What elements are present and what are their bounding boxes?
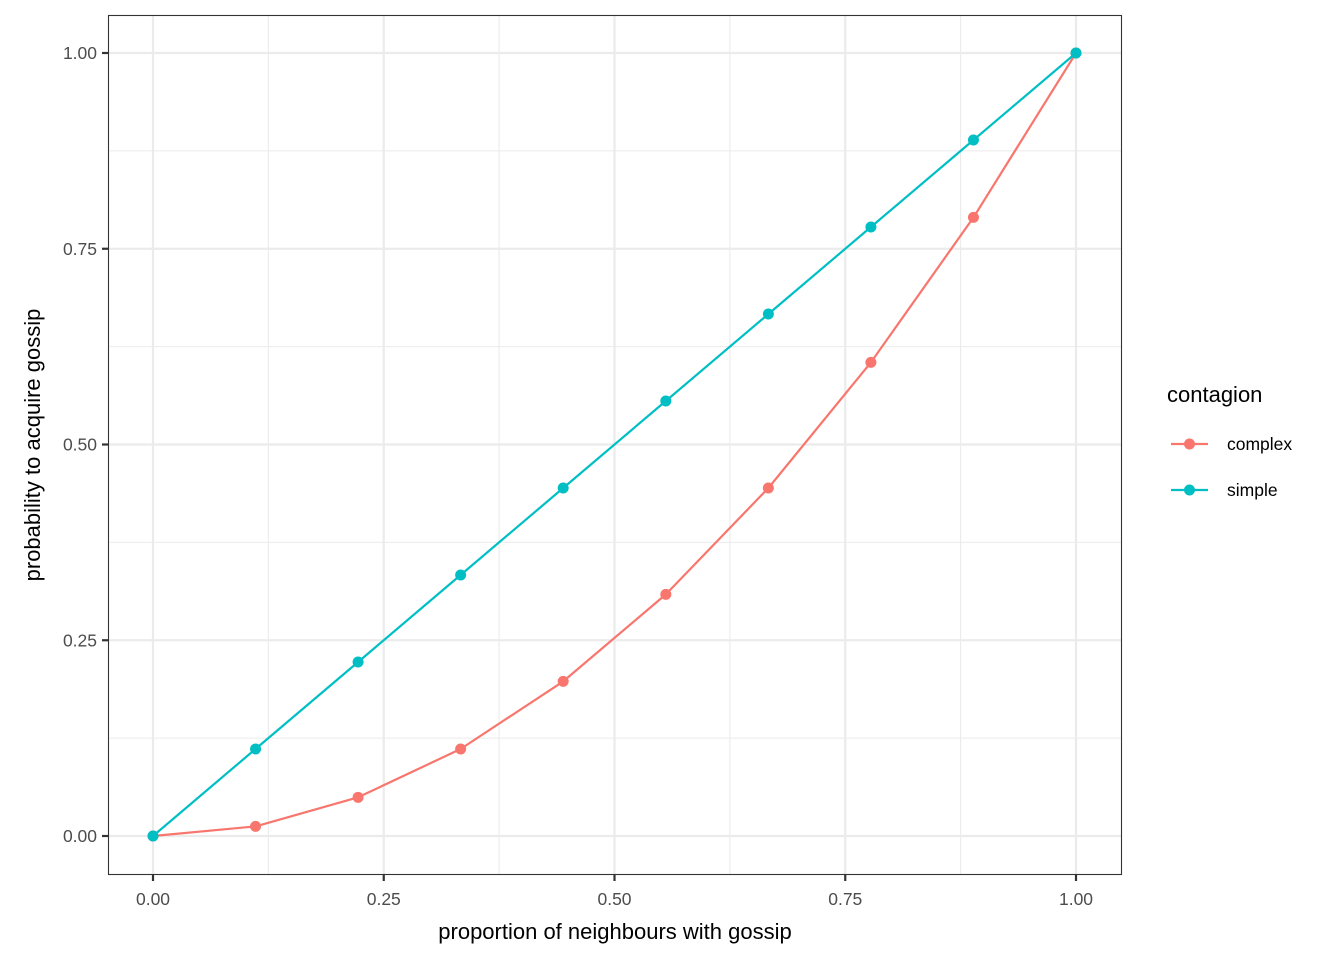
data-point	[557, 675, 569, 687]
data-point	[1070, 47, 1082, 59]
legend-item-complex: complex	[1171, 434, 1292, 454]
data-point	[865, 356, 877, 368]
legend-item-simple: simple	[1171, 480, 1278, 500]
legend-key-point	[1184, 484, 1195, 496]
y-tick-label: 0.00	[63, 826, 97, 846]
data-point	[660, 395, 672, 407]
data-point	[762, 308, 774, 320]
y-axis-title: probability to acquire gossip	[20, 309, 45, 582]
data-point	[967, 211, 979, 223]
y-tick-label: 0.50	[63, 435, 97, 455]
x-tick-label: 0.00	[136, 889, 170, 909]
data-point	[660, 588, 672, 600]
y-axis: 0.00 0.25 0.50 0.75 1.00	[63, 43, 108, 846]
data-point	[455, 569, 467, 581]
series-line	[152, 52, 1077, 838]
legend-key-point	[1184, 438, 1195, 450]
y-tick-label: 0.75	[63, 239, 97, 259]
data-point	[352, 791, 364, 803]
data-point	[250, 743, 262, 755]
series-line	[152, 52, 1077, 837]
x-tick-label: 1.00	[1059, 889, 1093, 909]
x-axis: 0.00 0.25 0.50 0.75 1.00	[136, 875, 1093, 909]
legend: contagion complex simple	[1167, 382, 1292, 500]
legend-label: complex	[1227, 434, 1292, 454]
legend-title: contagion	[1167, 382, 1262, 407]
data-point	[865, 221, 877, 233]
data-point	[250, 820, 262, 832]
legend-label: simple	[1227, 480, 1278, 500]
data-point	[352, 656, 364, 668]
series-layer	[147, 47, 1082, 842]
data-point	[967, 134, 979, 146]
x-tick-label: 0.75	[828, 889, 862, 909]
x-tick-label: 0.25	[367, 889, 401, 909]
y-tick-label: 0.25	[63, 630, 97, 650]
x-axis-title: proportion of neighbours with gossip	[438, 919, 791, 944]
x-tick-label: 0.50	[597, 889, 631, 909]
data-point	[455, 743, 467, 755]
y-tick-label: 1.00	[63, 43, 97, 63]
panel-border	[107, 14, 1123, 876]
series-simple	[147, 47, 1082, 842]
data-point	[762, 482, 774, 494]
data-point	[147, 830, 159, 842]
data-point	[557, 482, 569, 494]
